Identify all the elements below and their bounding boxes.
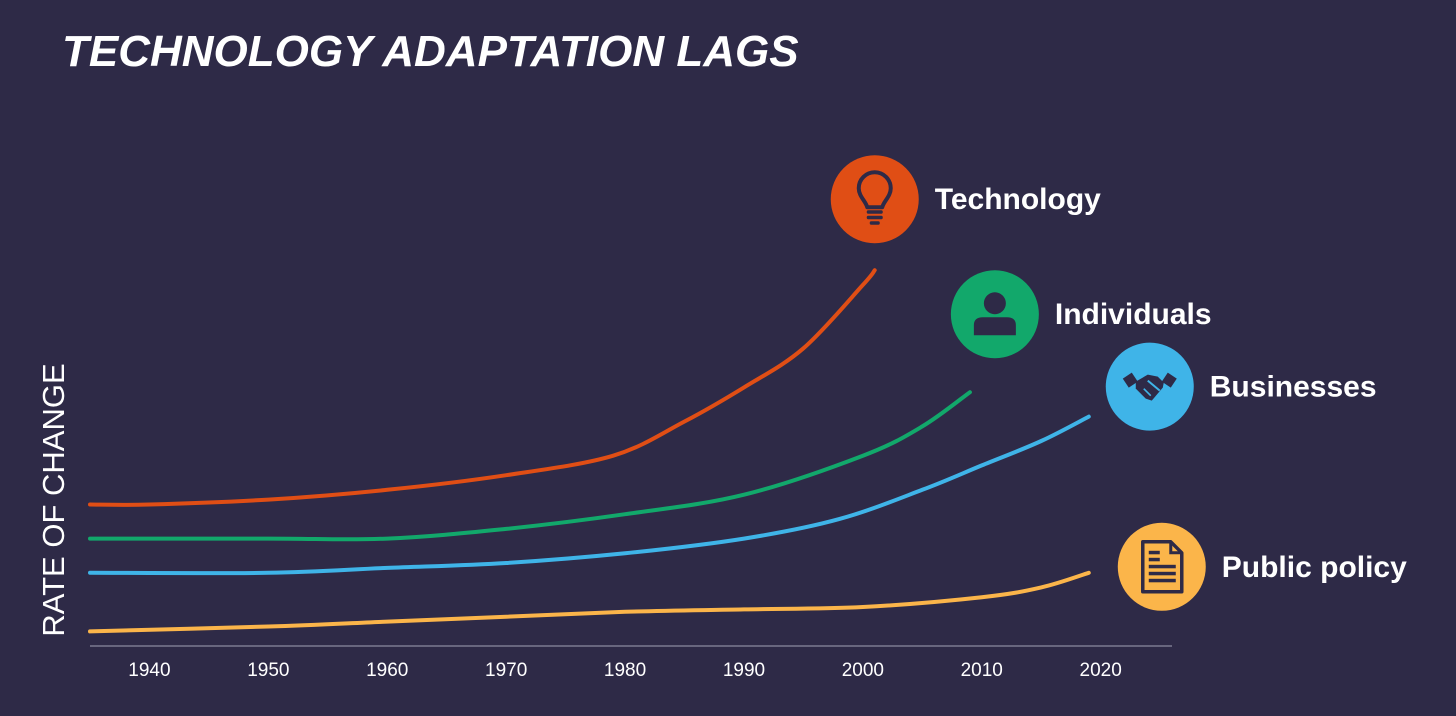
x-tick-label-1940: 1940 bbox=[128, 660, 170, 681]
series-line-technology bbox=[88, 268, 877, 507]
series-marker-individuals bbox=[950, 270, 1039, 359]
x-tick-label-1970: 1970 bbox=[485, 660, 527, 681]
x-tick-label-2020: 2020 bbox=[1080, 660, 1122, 681]
series-marker-technology bbox=[830, 155, 919, 244]
series-line-businesses bbox=[88, 414, 1091, 576]
series-label-individuals: Individuals bbox=[1055, 298, 1212, 331]
chart-title: TECHNOLOGY ADAPTATION LAGS bbox=[62, 27, 799, 76]
handshake-icon bbox=[1105, 342, 1194, 431]
series-line-public-policy bbox=[88, 570, 1091, 634]
person-icon bbox=[950, 270, 1039, 359]
x-tick-label-2000: 2000 bbox=[842, 660, 884, 681]
series-line-individuals bbox=[88, 390, 972, 542]
series-lines bbox=[88, 268, 1091, 634]
y-axis-label: RATE OF CHANGE bbox=[36, 363, 71, 636]
x-axis-ticks: 1940 1950 1960 1970 1980 1990 2000 2010 2020 bbox=[128, 660, 1121, 681]
series-label-businesses: Businesses bbox=[1210, 371, 1377, 404]
x-tick-label-2010: 2010 bbox=[961, 660, 1003, 681]
lightbulb-icon bbox=[830, 155, 919, 244]
series-icons bbox=[830, 155, 1206, 611]
series-label-public-policy: Public policy bbox=[1222, 551, 1407, 584]
x-tick-label-1960: 1960 bbox=[366, 660, 408, 681]
series-labels: Technology Individuals Businesses Public po… bbox=[935, 183, 1407, 584]
document-icon bbox=[1117, 522, 1206, 611]
x-tick-label-1980: 1980 bbox=[604, 660, 646, 681]
x-tick-label-1990: 1990 bbox=[723, 660, 765, 681]
series-label-technology: Technology bbox=[935, 183, 1101, 216]
x-tick-label-1950: 1950 bbox=[247, 660, 289, 681]
